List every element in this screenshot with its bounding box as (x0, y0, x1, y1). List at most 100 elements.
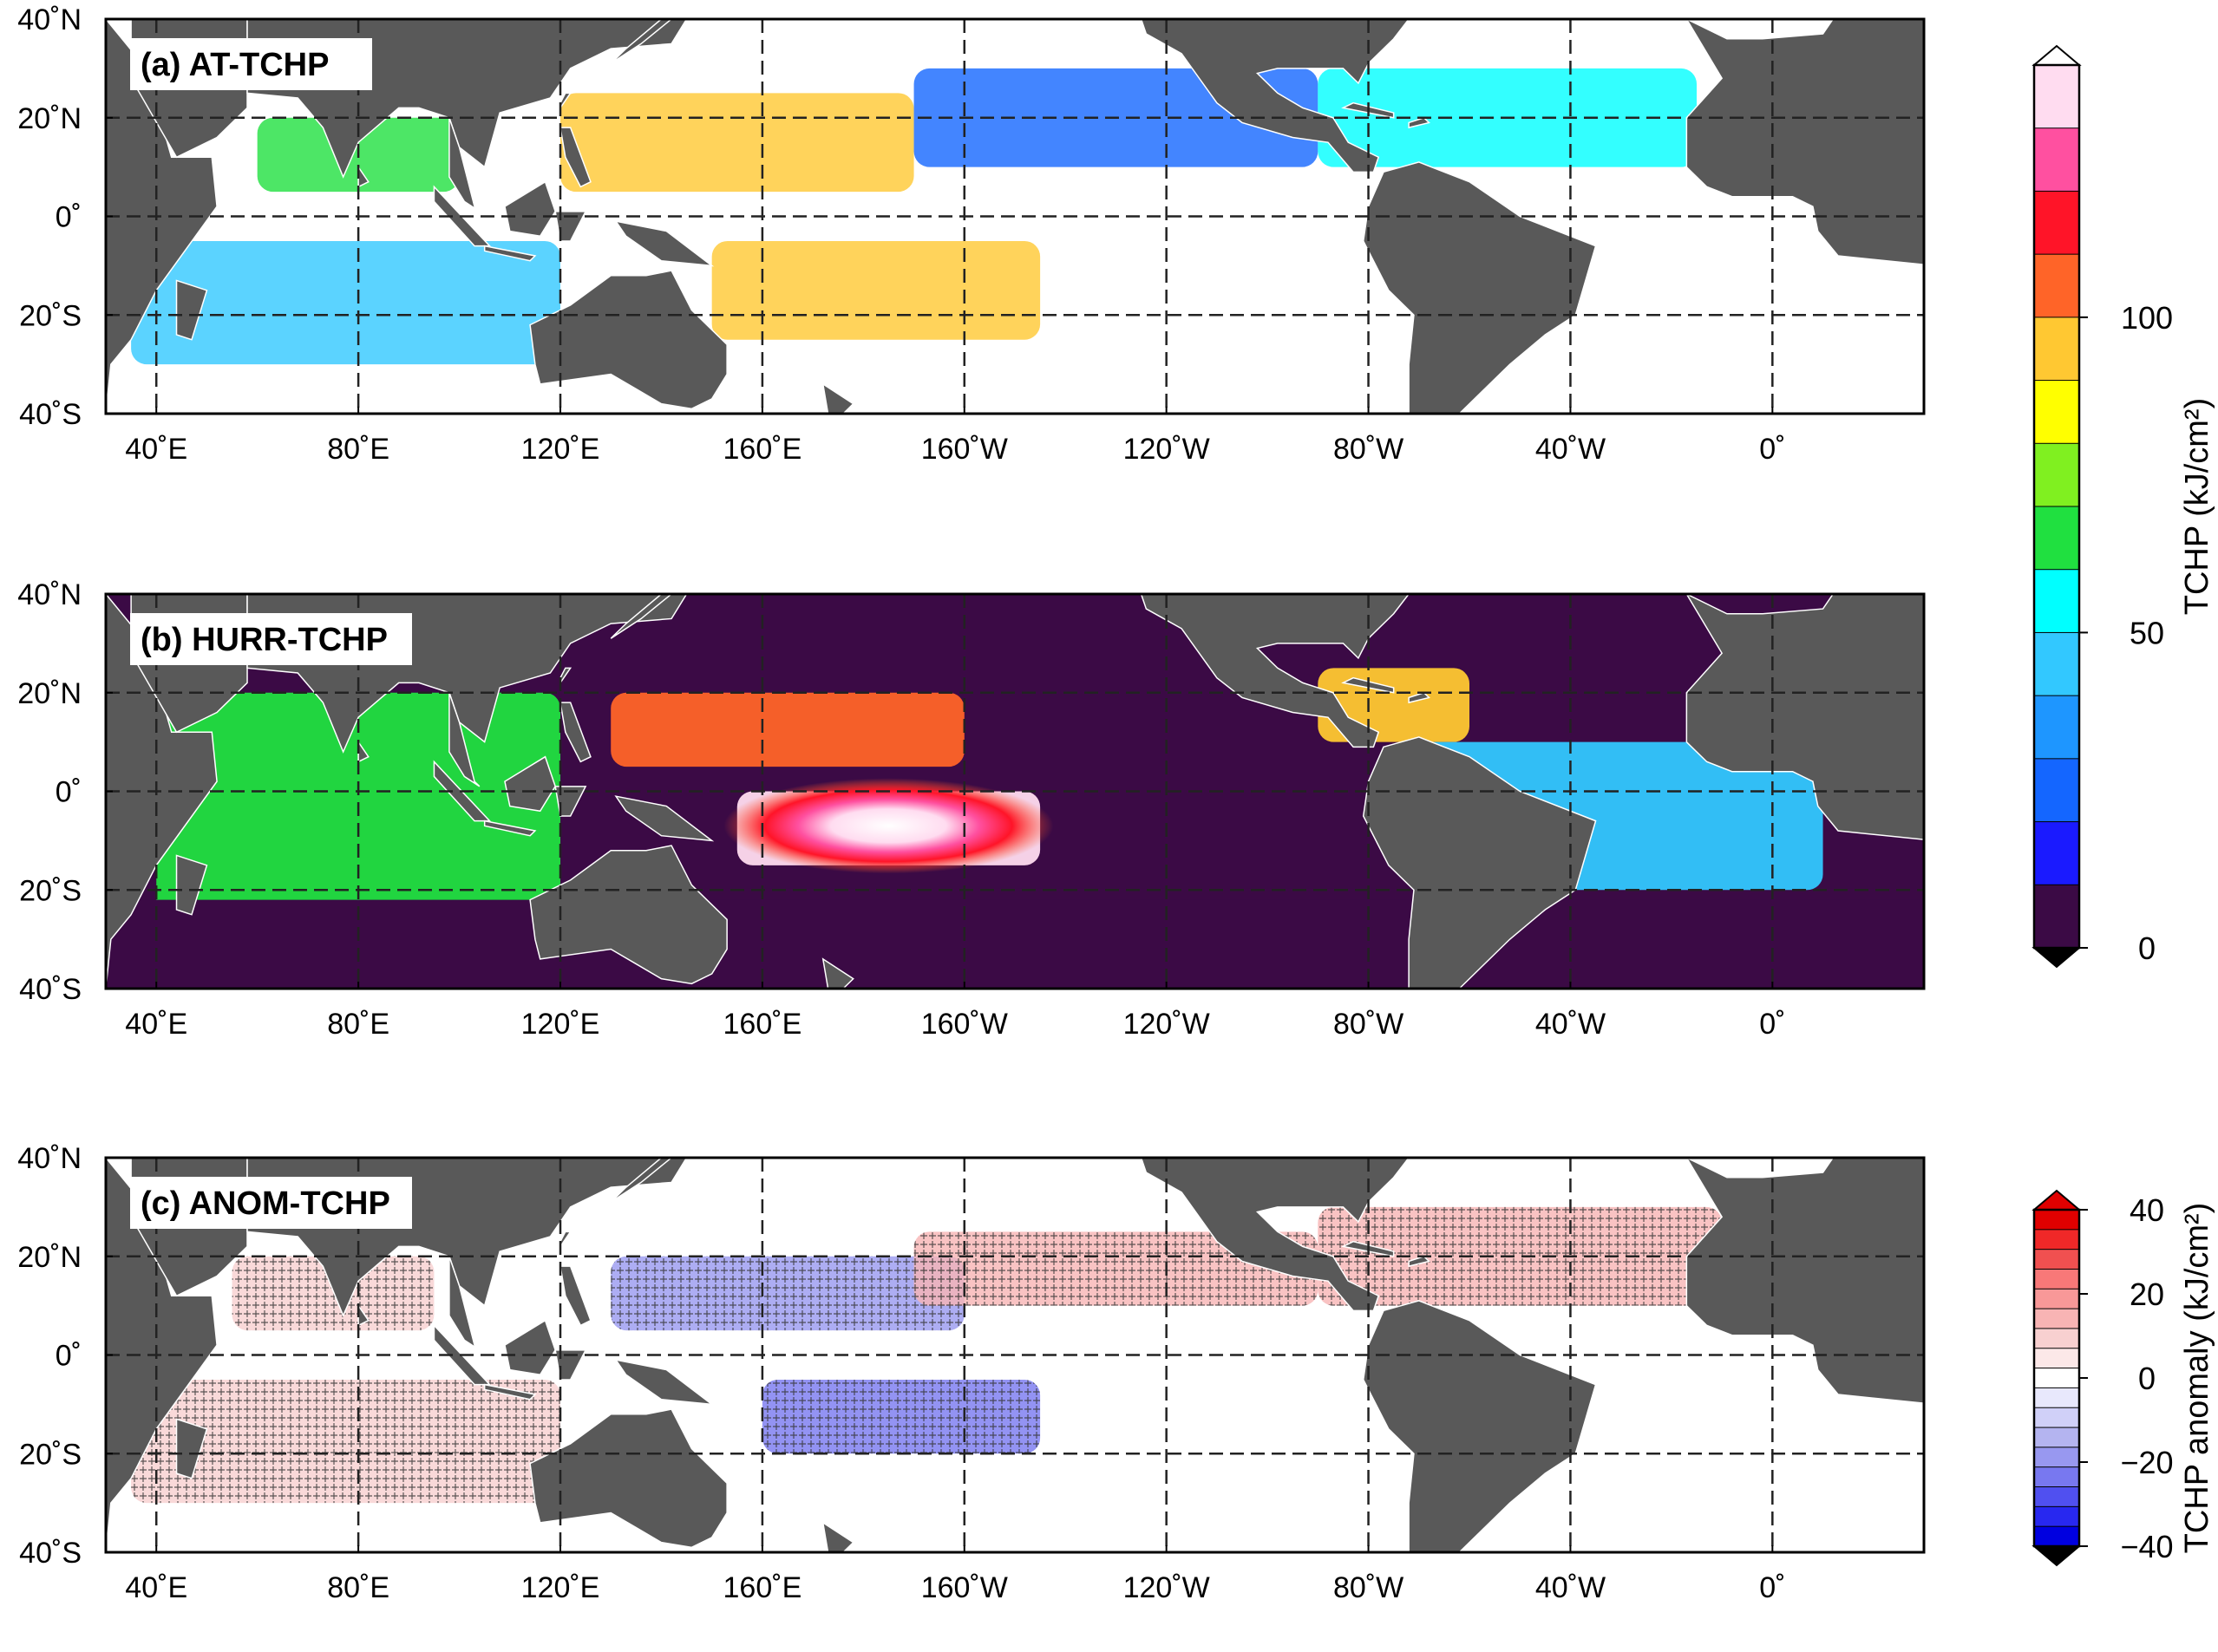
panel-2: 40˚E 80˚E 120˚E 160˚E 160˚W 120˚W 80˚W 40˚W 0˚ 40… (17, 1142, 1926, 1604)
panel-0-xtick-0: 40˚E (125, 433, 187, 466)
panel-1-ytick-1: 20˚N (17, 677, 82, 710)
panel-2-hatch-5 (1318, 1206, 1723, 1306)
panel-1-xtick-3: 160˚E (723, 1008, 802, 1041)
panel-1-xtick-6: 80˚W (1333, 1008, 1403, 1041)
panel-1-land-5 (504, 755, 557, 813)
panel-2-title-box (130, 1177, 412, 1229)
panel-0-xtick-3: 160˚E (723, 433, 802, 466)
panel-0-land-13 (175, 279, 208, 341)
panel-2-hatch-1 (762, 1379, 1041, 1454)
panel-2-land-16 (1140, 1158, 1410, 1312)
panel-1: 40˚E 80˚E 120˚E 160˚E 160˚W 120˚W 80˚W 40˚W 0˚ 40… (17, 578, 1926, 1041)
anomaly-colorbar-swatch-11 (2033, 1427, 2080, 1448)
panel-2-xtick-8: 0˚ (1759, 1571, 1785, 1604)
panel-2-xtick-6: 80˚W (1333, 1571, 1403, 1604)
panel-0-land-20 (1685, 19, 1924, 265)
panel-0-land-14 (529, 270, 728, 410)
anomaly-colorbar-swatch-10 (2033, 1407, 2080, 1429)
anomaly-colorbar-max-arrow (2032, 1189, 2082, 1211)
panel-1-xtick-2: 120˚E (521, 1008, 600, 1041)
panel-2-land-3 (448, 1256, 481, 1351)
panel-2-hatch-4 (913, 1231, 1318, 1306)
panel-0-ytick-3: 20˚S (19, 299, 82, 332)
panel-1-ytick-3: 20˚S (19, 874, 82, 907)
tchp-colorbar-max-arrow (2032, 44, 2082, 66)
anomaly-colorbar-swatch-0 (2033, 1209, 2080, 1231)
panel-2-xtick-7: 40˚W (1535, 1571, 1606, 1604)
anomaly-colorbar-swatch-9 (2033, 1387, 2080, 1409)
panel-2-land-20 (1685, 1158, 1924, 1404)
panel-2-hatch-2 (232, 1256, 435, 1331)
panel-1-land-6 (483, 819, 537, 837)
panel-1-xtick-5: 120˚W (1123, 1008, 1210, 1041)
panel-0-xtick-5: 120˚W (1123, 433, 1210, 466)
panel-2-land-9 (614, 1359, 715, 1406)
anomaly-colorbar-tick-2: 0 (2138, 1361, 2156, 1396)
panel-2-ytick-0: 40˚N (17, 1142, 82, 1175)
panel-2-xtick-2: 120˚E (521, 1571, 600, 1604)
panel-1-land-19 (1362, 736, 1597, 989)
tchp-colorbar-swatch-3 (2033, 253, 2080, 318)
panel-1-ytick-4: 40˚S (19, 973, 82, 1006)
panel-2-ytick-4: 40˚S (19, 1537, 82, 1570)
panel-0-ytick-0: 40˚N (17, 3, 82, 36)
panel-1-xtick-8: 0˚ (1759, 1008, 1785, 1041)
panel-1-title-box (130, 613, 412, 665)
anomaly-colorbar-swatch-8 (2033, 1368, 2080, 1389)
tchp-colorbar-tick-1: 50 (2130, 615, 2164, 650)
panel-2-ytick-3: 20˚S (19, 1438, 82, 1471)
panel-2-xtick-1: 80˚E (327, 1571, 389, 1604)
panel-1-land-7 (554, 786, 587, 817)
panel-0-xtick-6: 80˚W (1333, 433, 1403, 466)
panel-2-land-5 (504, 1319, 557, 1376)
panel-2-land-8 (559, 1265, 592, 1327)
anomaly-colorbar-swatch-3 (2033, 1268, 2080, 1290)
anomaly-colorbar-label: TCHP anomaly (kJ/cm²) (2179, 1203, 2215, 1554)
anomaly-colorbar-tick-1: 20 (2130, 1277, 2164, 1312)
anomaly-colorbar-swatch-6 (2033, 1328, 2080, 1349)
panel-1-land-20 (1685, 594, 1924, 840)
panel-0-ytick-4: 40˚S (19, 398, 82, 431)
panel-2-hatch-0 (611, 1256, 965, 1331)
panel-1-southern-cold (106, 899, 1924, 989)
anomaly-colorbar-swatch-7 (2033, 1348, 2080, 1369)
anomaly-colorbar-tick-4: −40 (2120, 1529, 2173, 1564)
anomaly-colorbar-swatch-2 (2033, 1249, 2080, 1270)
anomaly-colorbar-min-arrow (2032, 1545, 2082, 1567)
panel-2-xtick-4: 160˚W (921, 1571, 1008, 1604)
tchp-colorbar-swatch-8 (2033, 569, 2080, 634)
panel-0-ytick-2: 0˚ (56, 201, 82, 234)
panel-0-region-3 (131, 240, 560, 365)
panel-0-xtick-1: 80˚E (327, 433, 389, 466)
panel-1-land-9 (614, 795, 715, 842)
panel-0-xtick-2: 120˚E (521, 433, 600, 466)
anomaly-colorbar-swatch-13 (2033, 1466, 2080, 1488)
panel-1-land-14 (529, 845, 728, 985)
anomaly-colorbar-swatch-14 (2033, 1486, 2080, 1508)
panel-0-land-7 (554, 211, 587, 242)
panel-1-max-hotspot (723, 778, 1054, 874)
panel-1-title: (b) HURR-TCHP (141, 622, 388, 658)
panel-0-title-box (130, 38, 372, 90)
tchp-colorbar-swatch-10 (2033, 695, 2080, 760)
panel-0-land-8 (559, 127, 592, 188)
tchp-colorbar-swatch-11 (2033, 758, 2080, 823)
anomaly-colorbar-tick-3: −20 (2120, 1445, 2173, 1480)
tchp-colorbar-swatch-12 (2033, 821, 2080, 886)
tchp-colorbar-swatch-7 (2033, 506, 2080, 571)
anomaly-colorbar-swatch-15 (2033, 1505, 2080, 1528)
panel-2-land-7 (554, 1349, 587, 1381)
panel-1-xtick-1: 80˚E (327, 1008, 389, 1041)
panel-2-title: (c) ANOM-TCHP (141, 1185, 390, 1222)
panel-2-xtick-5: 120˚W (1123, 1571, 1210, 1604)
panel-1-ytick-2: 0˚ (56, 776, 82, 809)
panel-1-land-8 (559, 702, 592, 763)
panel-2-land-6 (483, 1383, 537, 1401)
tchp-colorbar-label: TCHP (kJ/cm²) (2179, 398, 2215, 616)
tchp-colorbar-swatch-5 (2033, 380, 2080, 445)
panel-2-land-10 (610, 1158, 673, 1203)
anomaly-colorbar-swatch-12 (2033, 1446, 2080, 1468)
panel-1-region-1 (611, 692, 965, 767)
panel-1-land-15 (821, 957, 854, 989)
